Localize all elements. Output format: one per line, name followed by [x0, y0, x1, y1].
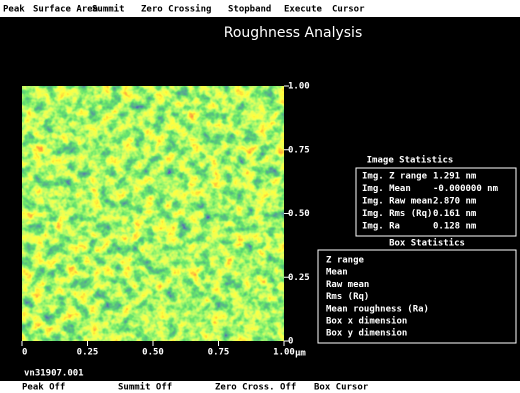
x-tick-label: 0.50 — [142, 348, 164, 358]
menu-item[interactable]: Cursor — [332, 5, 365, 15]
status-item: Peak Off — [22, 383, 65, 393]
y-tick-label: 1.00 — [288, 82, 310, 92]
image-stats-title: Image Statistics — [367, 155, 454, 166]
box-stat-label: Box y dimension — [326, 328, 407, 339]
status-item: Box Cursor — [314, 383, 369, 393]
x-tick-label: 0.25 — [77, 348, 99, 358]
menu-item[interactable]: Zero Crossing — [141, 4, 211, 15]
stat-label: Img. Mean — [362, 184, 411, 194]
stat-label: Img. Z range — [362, 172, 428, 182]
menu-item[interactable]: Stopband — [228, 5, 271, 15]
box-stat-label: Mean — [326, 268, 348, 278]
x-tick-label: 0.75 — [208, 348, 230, 358]
box-stat-label: Box x dimension — [326, 316, 407, 327]
y-tick-label: 0.50 — [288, 209, 310, 219]
title: Roughness Analysis — [224, 25, 363, 41]
stat-label: Img. Raw mean — [362, 197, 432, 207]
stat-value: -0.000000 nm — [433, 184, 499, 194]
menu-item[interactable]: Peak — [3, 5, 25, 15]
y-tick-label: 0 — [288, 337, 293, 347]
box-stat-label: Z range — [326, 256, 365, 266]
menu-item[interactable]: Execute — [284, 5, 323, 15]
stat-value: 1.291 nm — [433, 172, 477, 182]
y-tick-label: 0.75 — [288, 145, 310, 155]
stat-label: Img. Rms (Rq) — [362, 209, 432, 219]
menu-item[interactable]: Surface Area — [33, 5, 98, 15]
stat-label: Img. Ra — [362, 222, 400, 232]
status-item: Zero Cross. Off — [215, 383, 296, 393]
box-stat-label: Raw mean — [326, 280, 369, 290]
menu-item[interactable]: Summit — [92, 4, 125, 15]
roughness-image — [22, 86, 284, 341]
stat-value: 0.161 nm — [433, 209, 477, 219]
x-tick-label: 0 — [22, 348, 27, 358]
x-tick-label: 1.00 — [273, 348, 295, 358]
screen: Roughness Analysis Image Statistics Box … — [0, 0, 520, 393]
filename: vn31907.001 — [24, 369, 84, 379]
box-stat-label: Mean roughness (Ra) — [326, 304, 429, 314]
stat-value: 2.870 nm — [433, 197, 477, 207]
status-item: Summit Off — [118, 382, 172, 393]
unit: µm — [295, 349, 306, 359]
stat-value: 0.128 nm — [433, 222, 477, 232]
box-stats-title: Box Statistics — [389, 238, 465, 249]
box-stat-label: Rms (Rq) — [326, 292, 369, 302]
y-tick-label: 0.25 — [288, 273, 310, 283]
